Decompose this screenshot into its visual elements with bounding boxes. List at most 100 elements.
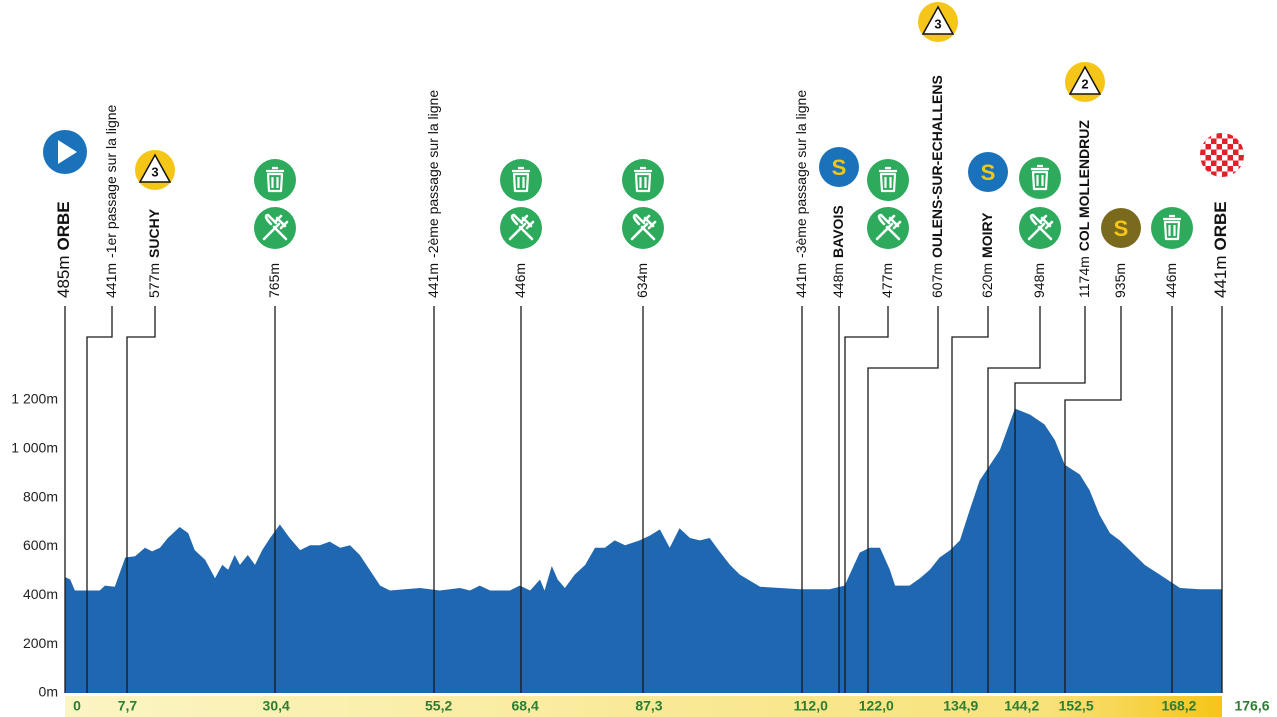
waypoint-label: 446m: [512, 263, 528, 298]
bin: [1031, 164, 1049, 191]
icon-food: [254, 207, 296, 249]
finish-square: [1222, 155, 1228, 161]
y-tick-label: 600m: [23, 537, 58, 553]
bin: [879, 166, 897, 193]
y-tick-label: 800m: [23, 488, 58, 504]
icon-climb: 2: [1065, 62, 1105, 102]
cutlery: [508, 213, 535, 241]
icon-food: [622, 207, 664, 249]
x-tick-label: 112,0: [794, 698, 828, 714]
x-tick-label: 55,2: [425, 698, 452, 714]
sprint-label: S: [1114, 216, 1129, 241]
icon-feed: [1019, 157, 1061, 199]
waypoint-altitude: 446m: [512, 263, 528, 298]
waypoint-label: 607m OULENS-SUR-ECHALLENS: [929, 75, 945, 298]
x-tick-label: 30,4: [263, 698, 290, 714]
waypoint-altitude: 620m: [979, 263, 995, 298]
waypoint-altitude: 448m: [830, 263, 846, 298]
waypoint-altitude: 948m: [1031, 263, 1047, 298]
finish-square: [1222, 133, 1228, 139]
finish-square: [1233, 155, 1239, 161]
sprint-label: S: [981, 160, 996, 185]
cutlery: [630, 213, 657, 241]
cutlery: [875, 213, 902, 241]
finish-square: [1205, 160, 1211, 166]
waypoint-label: 634m: [634, 263, 650, 298]
waypoint-label: 441m -2ème passage sur la ligne: [425, 90, 441, 298]
finish-square: [1211, 155, 1217, 161]
waypoint-label: 1174m COL MOLLENDRUZ: [1076, 120, 1092, 298]
bin: [512, 166, 530, 193]
icon-start: [43, 130, 87, 174]
x-tick-label: 0: [73, 698, 81, 714]
finish-square: [1227, 160, 1233, 166]
x-tick-label: 7,7: [118, 698, 138, 714]
finish-square: [1200, 166, 1206, 172]
waypoint-note: -2ème passage sur la ligne: [425, 90, 441, 258]
bin: [1163, 214, 1181, 241]
feed-circle: [254, 159, 296, 201]
bin: [266, 166, 284, 193]
waypoint-altitude: 607m: [929, 263, 945, 298]
x-tick-label: 168,2: [1161, 698, 1196, 714]
finish-square: [1216, 149, 1222, 155]
climb-category: 3: [934, 16, 941, 31]
climb-category: 2: [1081, 76, 1088, 91]
feed-circle: [1019, 157, 1061, 199]
finish-square: [1238, 149, 1244, 155]
leader-line: [844, 306, 889, 693]
finish-square: [1211, 144, 1217, 150]
leader-line: [1014, 306, 1086, 693]
leader-line: [86, 306, 113, 693]
cutlery: [1027, 213, 1054, 241]
leader-line: [126, 306, 156, 693]
icon-feed: [867, 159, 909, 201]
sprint-circle: [819, 147, 859, 187]
climb-category: 3: [151, 164, 158, 179]
waypoint-label: 620m MOIRY: [979, 212, 995, 298]
sprint-circle: [968, 152, 1008, 192]
finish-square: [1227, 171, 1233, 177]
icon-finish: [1200, 133, 1244, 177]
y-tick-label: 0m: [39, 684, 58, 700]
waypoint-name: SUCHY: [146, 208, 162, 258]
leader-line: [867, 306, 939, 693]
cutlery: [262, 213, 289, 241]
x-tick-label: 87,3: [635, 698, 662, 714]
waypoint-label: 577m SUCHY: [146, 208, 162, 298]
waypoint-label: 448m BAVOIS: [830, 205, 846, 298]
icon-food: [1019, 207, 1061, 249]
feed-circle: [500, 159, 542, 201]
finish-square: [1216, 171, 1222, 177]
x-tick-label: 134,9: [943, 698, 978, 714]
y-tick-label: 1 200m: [11, 391, 58, 407]
y-tick-label: 400m: [23, 586, 58, 602]
y-tick-label: 1 000m: [11, 440, 58, 456]
waypoint-altitude: 765m: [266, 263, 282, 298]
km-strip: [65, 696, 1222, 717]
waypoint-label: 485m ORBE: [54, 201, 73, 298]
icon-climb: 3: [135, 150, 175, 190]
waypoint-label: 441m -1er passage sur la ligne: [103, 104, 119, 298]
climb-triangle: [138, 153, 172, 183]
finish-flag: [1200, 133, 1244, 177]
icon-sprint: S: [1101, 208, 1141, 248]
icon-food: [867, 207, 909, 249]
finish-square: [1238, 171, 1244, 177]
icon-feed: [1151, 207, 1193, 249]
waypoint-altitude: 441m: [425, 263, 441, 298]
waypoint-altitude: 577m: [146, 263, 162, 298]
bin: [634, 166, 652, 193]
waypoint-label: 446m: [1163, 263, 1179, 298]
waypoint-note: -1er passage sur la ligne: [103, 104, 119, 258]
sprint-label: S: [832, 155, 847, 180]
climb-triangle: [1068, 65, 1102, 95]
finish-square: [1233, 166, 1239, 172]
start-arrow: [58, 140, 77, 164]
waypoint-altitude: 441m: [103, 263, 119, 298]
waypoint-name: MOIRY: [979, 212, 995, 258]
icon-food: [500, 207, 542, 249]
waypoint-label: 441m ORBE: [1211, 201, 1230, 298]
finish-square: [1233, 144, 1239, 150]
